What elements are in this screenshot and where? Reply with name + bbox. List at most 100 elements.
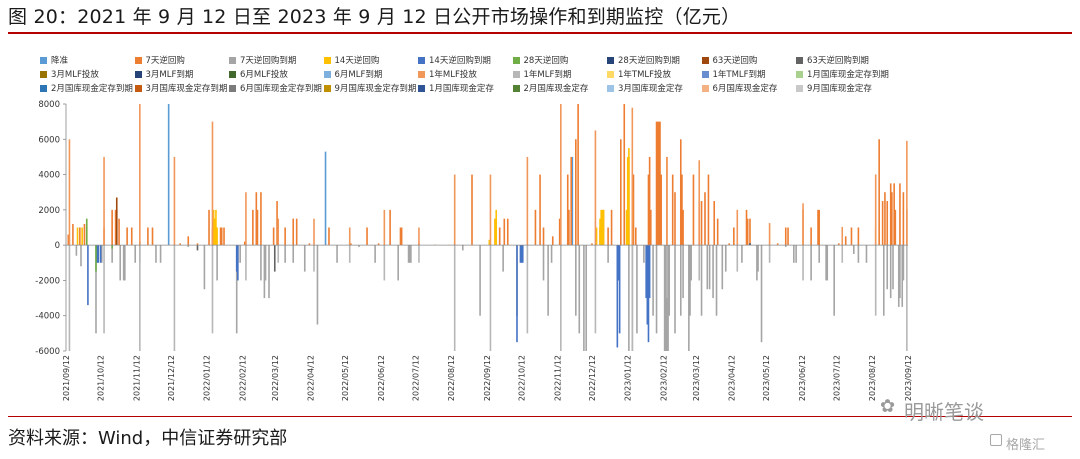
chart-bar	[906, 140, 908, 246]
chart-bar	[83, 223, 86, 246]
legend-swatch	[418, 85, 425, 92]
chart-bar	[268, 245, 270, 299]
chart-bar	[526, 156, 529, 246]
chart-bar	[749, 243, 751, 246]
chart-bar	[96, 245, 98, 263]
chart-bar	[893, 183, 895, 246]
chart-bar	[95, 245, 97, 334]
chart-bar	[328, 227, 330, 246]
x-tick-label: 2022/09/12	[483, 355, 492, 401]
x-tick-label: 2023/08/12	[868, 355, 877, 401]
chart-bar	[243, 241, 246, 246]
chart-bar	[655, 121, 658, 246]
legend-swatch	[607, 57, 614, 64]
chart-bar	[111, 209, 113, 246]
chart-bar	[899, 245, 901, 299]
chart-bar	[728, 243, 731, 246]
chart-bar	[67, 234, 70, 246]
chart-bar	[97, 245, 100, 263]
chart-bar	[81, 227, 83, 246]
legend-swatch	[512, 85, 520, 92]
legend-swatch	[418, 71, 425, 78]
chart-bar	[660, 174, 662, 246]
chart-bar	[757, 245, 759, 272]
chart-bar	[736, 245, 739, 272]
chart-bar	[235, 245, 238, 334]
x-tick-label: 2021/12/12	[167, 355, 176, 401]
chart-bar	[874, 174, 877, 246]
chart-bar	[494, 218, 496, 246]
chart-bar	[784, 227, 787, 246]
chart-bar	[292, 245, 295, 263]
x-tick-label: 2022/07/12	[412, 355, 421, 401]
chart-bar	[410, 245, 412, 263]
chart-bar	[690, 245, 692, 281]
legend-label: 3月MLF到期	[145, 70, 194, 80]
chart-bar	[503, 218, 506, 246]
chart-bar	[833, 245, 835, 316]
chart-bar	[901, 245, 904, 307]
chart-bar	[610, 209, 613, 246]
chart-bar	[716, 218, 719, 246]
chart-bar	[645, 245, 647, 299]
chart-bar	[897, 245, 900, 307]
chart-bar	[216, 245, 218, 281]
chart-bar	[80, 245, 82, 267]
chart-bar	[721, 245, 724, 290]
chart-bar	[85, 218, 88, 246]
chart-bar	[68, 245, 71, 351]
chart-bar	[607, 245, 609, 263]
chart-bar	[87, 245, 89, 306]
chart-bar	[713, 201, 716, 246]
source-note: 资料来源：Wind，中信证券研究部	[8, 428, 288, 449]
legend-label: 2月国库现金定存到期	[51, 84, 133, 94]
x-tick-label: 2022/10/12	[518, 355, 527, 401]
chart-bar	[114, 209, 117, 246]
chart-bar	[698, 245, 701, 281]
chart-bar	[245, 192, 247, 246]
x-tick-label: 2023/07/12	[833, 355, 842, 401]
chart-bar	[256, 209, 259, 246]
chart-bar	[865, 245, 868, 263]
chart-bar	[68, 139, 71, 246]
chart-bar	[159, 245, 162, 263]
chart-bar	[237, 245, 239, 281]
chart-bar	[479, 245, 481, 316]
chart-bar	[850, 227, 853, 246]
chart-bar	[628, 148, 630, 246]
chart-bar	[599, 218, 601, 246]
chart-bar	[111, 245, 113, 263]
chart-bar	[119, 245, 122, 281]
chart-bar	[852, 245, 855, 254]
chart-bar	[542, 227, 545, 246]
x-tick-label: 2022/11/12	[553, 355, 562, 401]
chart-bar	[724, 245, 727, 272]
chart-bar	[126, 227, 128, 246]
chart-bar	[95, 245, 97, 272]
legend-label: 3月国库现金定存到期	[145, 84, 228, 94]
chart-bar	[620, 139, 622, 246]
chart-bar	[139, 104, 141, 246]
chart-bar	[516, 245, 518, 343]
legend-swatch	[701, 57, 709, 64]
chart-bar	[768, 223, 771, 246]
legend-swatch	[796, 71, 803, 78]
chart-bar	[292, 218, 295, 246]
legend-swatch	[323, 71, 331, 78]
chart-bar	[488, 239, 491, 246]
chart-bar	[453, 174, 456, 246]
y-tick-label: 2000	[38, 206, 60, 216]
chart-bar	[648, 245, 651, 299]
footer-divider	[8, 416, 1072, 417]
chart-bar	[825, 245, 827, 281]
chart-bar	[591, 243, 593, 246]
chart-bar	[688, 245, 690, 351]
chart-bar	[741, 245, 743, 263]
chart-bar	[666, 157, 668, 246]
chart-bar	[631, 245, 634, 351]
legend-label: 3月MLF投放	[51, 70, 99, 80]
chart-bar	[260, 245, 262, 281]
chart-bar	[506, 218, 509, 246]
chart-bar	[625, 209, 628, 246]
chart-bar	[652, 245, 654, 316]
